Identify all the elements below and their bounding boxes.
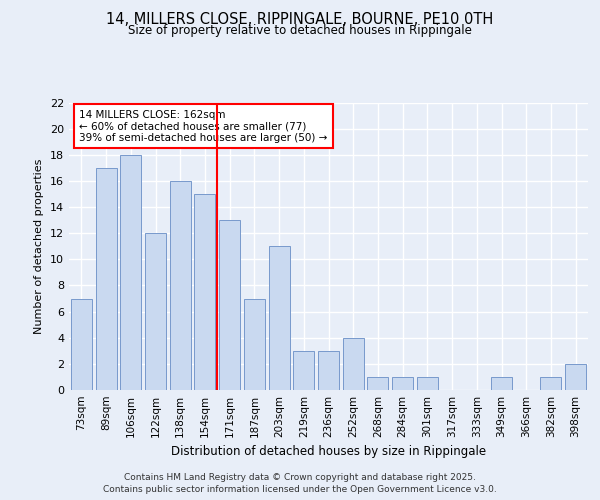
Text: Size of property relative to detached houses in Rippingale: Size of property relative to detached ho… — [128, 24, 472, 37]
Bar — [71, 298, 92, 390]
Bar — [269, 246, 290, 390]
Text: 14, MILLERS CLOSE, RIPPINGALE, BOURNE, PE10 0TH: 14, MILLERS CLOSE, RIPPINGALE, BOURNE, P… — [106, 12, 494, 28]
Bar — [95, 168, 116, 390]
Bar — [343, 338, 364, 390]
Bar — [194, 194, 215, 390]
Text: Contains public sector information licensed under the Open Government Licence v3: Contains public sector information licen… — [103, 485, 497, 494]
Bar — [541, 377, 562, 390]
Bar — [145, 233, 166, 390]
Bar — [318, 351, 339, 390]
Bar — [120, 155, 141, 390]
Bar — [491, 377, 512, 390]
Text: 14 MILLERS CLOSE: 162sqm
← 60% of detached houses are smaller (77)
39% of semi-d: 14 MILLERS CLOSE: 162sqm ← 60% of detach… — [79, 110, 328, 143]
Y-axis label: Number of detached properties: Number of detached properties — [34, 158, 44, 334]
Text: Contains HM Land Registry data © Crown copyright and database right 2025.: Contains HM Land Registry data © Crown c… — [124, 472, 476, 482]
X-axis label: Distribution of detached houses by size in Rippingale: Distribution of detached houses by size … — [171, 446, 486, 458]
Bar — [244, 298, 265, 390]
Bar — [293, 351, 314, 390]
Bar — [565, 364, 586, 390]
Bar — [170, 181, 191, 390]
Bar — [219, 220, 240, 390]
Bar — [367, 377, 388, 390]
Bar — [417, 377, 438, 390]
Bar — [392, 377, 413, 390]
